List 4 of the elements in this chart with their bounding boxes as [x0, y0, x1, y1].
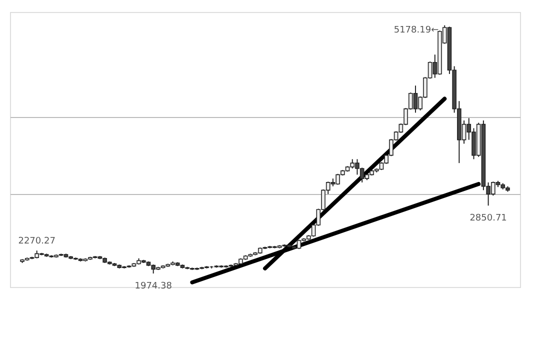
annotation: 2270.27 — [18, 236, 56, 247]
annotation: 5178.19← — [394, 25, 440, 36]
annotation: 2850.71 — [470, 214, 507, 224]
annotation: 1974.38 — [134, 281, 172, 292]
